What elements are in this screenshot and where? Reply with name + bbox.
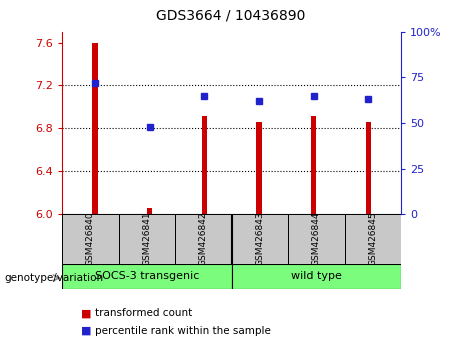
Bar	[147, 208, 153, 214]
Text: ■: ■	[81, 326, 91, 336]
Text: ■: ■	[81, 308, 91, 318]
Bar	[256, 122, 262, 214]
Bar	[231, 214, 288, 264]
Text: wild type: wild type	[291, 271, 342, 281]
Bar	[231, 264, 401, 289]
Text: GSM426844: GSM426844	[312, 212, 321, 266]
Text: GSM426840: GSM426840	[86, 212, 95, 266]
Bar	[62, 264, 231, 289]
Text: GSM426843: GSM426843	[255, 212, 265, 266]
Bar	[92, 42, 98, 214]
Bar	[311, 115, 316, 214]
Bar	[62, 214, 118, 264]
Bar	[201, 115, 207, 214]
Text: SOCS-3 transgenic: SOCS-3 transgenic	[95, 271, 199, 281]
Text: GDS3664 / 10436890: GDS3664 / 10436890	[156, 9, 305, 23]
Text: GSM426841: GSM426841	[142, 212, 152, 266]
Text: percentile rank within the sample: percentile rank within the sample	[95, 326, 271, 336]
Bar	[366, 122, 371, 214]
Text: GSM426842: GSM426842	[199, 212, 208, 266]
Bar	[119, 214, 175, 264]
Bar	[345, 214, 401, 264]
Text: transformed count: transformed count	[95, 308, 192, 318]
Bar	[288, 214, 345, 264]
Bar	[175, 214, 231, 264]
Text: genotype/variation: genotype/variation	[5, 273, 104, 283]
Text: GSM426845: GSM426845	[368, 212, 378, 266]
